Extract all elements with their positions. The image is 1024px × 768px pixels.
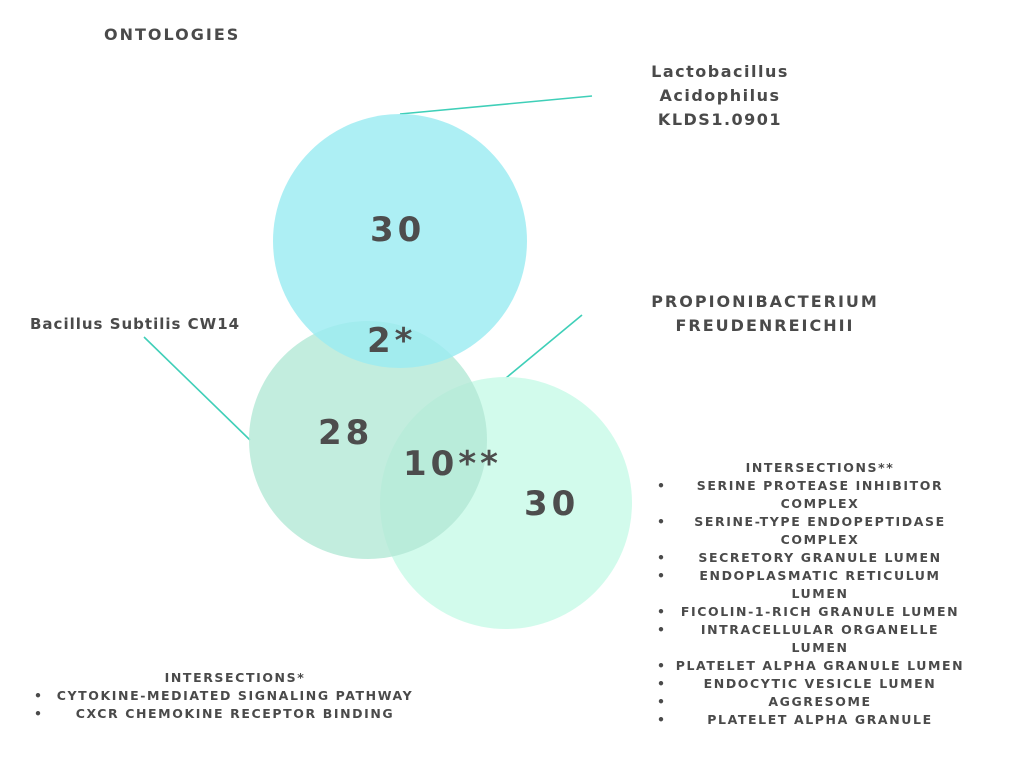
lacto-count: 30 <box>370 210 426 250</box>
list-item-text: CYTOKINE-MEDIATED SIGNALING PATHWAY <box>56 688 414 703</box>
list-item: ENDOPLASMATIC RETICULUM LUMEN <box>650 567 990 603</box>
list-item-text: PLATELET ALPHA GRANULE <box>707 712 933 727</box>
intersections-double-star-heading: INTERSECTIONS** <box>745 460 895 475</box>
list-item-text: INTRACELLULAR ORGANELLE LUMEN <box>700 622 940 655</box>
bacillus-propioni-intersection-count: 10** <box>403 444 502 484</box>
list-item-text: SECRETORY GRANULE LUMEN <box>698 550 942 565</box>
list-item-text: SERINE-TYPE ENDOPEPTIDASE COMPLEX <box>694 514 946 547</box>
list-item: SECRETORY GRANULE LUMEN <box>650 549 990 567</box>
list-item-text: ENDOPLASMATIC RETICULUM LUMEN <box>699 568 941 601</box>
bacillus-circle <box>249 321 487 559</box>
intersections-double-star-list: INTERSECTIONS** SERINE PROTEASE INHIBITO… <box>650 459 990 729</box>
lacto-bacillus-intersection-count: 2* <box>367 321 417 361</box>
list-item: SERINE-TYPE ENDOPEPTIDASE COMPLEX <box>650 513 990 549</box>
lacto-label-line-3: KLDS1.0901 <box>657 110 783 129</box>
lacto-leader-line <box>399 95 593 115</box>
list-item: CYTOKINE-MEDIATED SIGNALING PATHWAY <box>20 687 450 705</box>
list-item: INTRACELLULAR ORGANELLE LUMEN <box>650 621 990 657</box>
list-item: SERINE PROTEASE INHIBITOR COMPLEX <box>650 477 990 513</box>
bacillus-count: 28 <box>318 413 374 453</box>
list-item-text: FICOLIN-1-RICH GRANULE LUMEN <box>680 604 960 619</box>
bacillus-label: Bacillus Subtilis CW14 <box>30 315 241 333</box>
list-item-text: CXCR CHEMOKINE RECEPTOR BINDING <box>75 706 395 721</box>
list-item: FICOLIN-1-RICH GRANULE LUMEN <box>650 603 990 621</box>
list-item-text: SERINE PROTEASE INHIBITOR COMPLEX <box>696 478 944 511</box>
lacto-circle <box>273 114 527 368</box>
propioni-count: 30 <box>524 484 580 524</box>
lacto-label: Lactobacillus Acidophilus KLDS1.0901 <box>620 60 820 132</box>
list-item-text: PLATELET ALPHA GRANULE LUMEN <box>675 658 965 673</box>
list-item-text: ENDOCYTIC VESICLE LUMEN <box>703 676 937 691</box>
propioni-label: PROPIONIBACTERIUM FREUDENREICHII <box>600 290 930 338</box>
bacillus-leader-line <box>143 336 251 441</box>
intersections-star-list: INTERSECTIONS* CYTOKINE-MEDIATED SIGNALI… <box>20 669 450 723</box>
list-item: PLATELET ALPHA GRANULE <box>650 711 990 729</box>
intersections-star-heading: INTERSECTIONS* <box>164 670 306 685</box>
list-item: ENDOCYTIC VESICLE LUMEN <box>650 675 990 693</box>
page-title: ONTOLOGIES <box>104 25 241 44</box>
propioni-leader-line <box>505 314 583 379</box>
list-item: AGGRESOME <box>650 693 990 711</box>
lacto-label-line-1: Lactobacillus <box>651 62 789 81</box>
list-item: PLATELET ALPHA GRANULE LUMEN <box>650 657 990 675</box>
list-item: CXCR CHEMOKINE RECEPTOR BINDING <box>20 705 450 723</box>
lacto-label-line-2: Acidophilus <box>659 86 781 105</box>
propioni-label-line-1: PROPIONIBACTERIUM <box>651 292 879 311</box>
list-item-text: AGGRESOME <box>768 694 872 709</box>
propioni-label-line-2: FREUDENREICHII <box>675 316 855 335</box>
